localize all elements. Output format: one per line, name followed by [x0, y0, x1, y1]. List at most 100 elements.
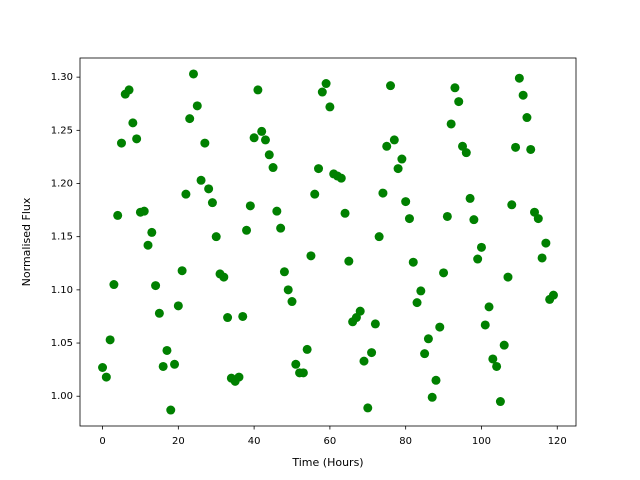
point — [314, 164, 324, 174]
point — [446, 119, 456, 129]
point — [98, 363, 108, 373]
point — [503, 272, 513, 282]
point — [219, 272, 229, 282]
point — [302, 344, 312, 354]
point — [367, 348, 377, 358]
point — [257, 126, 267, 136]
point — [139, 206, 149, 216]
point — [185, 114, 195, 124]
y-tick-label: 1.15 — [51, 232, 73, 243]
point — [404, 214, 414, 224]
point — [359, 356, 369, 366]
point — [397, 154, 407, 164]
point — [344, 256, 354, 266]
point — [234, 372, 244, 382]
point — [188, 69, 198, 79]
point — [454, 97, 464, 107]
y-tick-label: 1.30 — [51, 72, 73, 83]
point — [370, 319, 380, 329]
point — [340, 208, 350, 218]
point — [158, 361, 168, 371]
point — [435, 322, 445, 332]
point — [124, 85, 134, 95]
point — [151, 281, 161, 291]
point — [272, 206, 282, 216]
point — [317, 87, 327, 97]
point — [484, 302, 494, 312]
point — [204, 184, 214, 194]
point — [416, 286, 426, 296]
point — [287, 297, 297, 307]
point — [223, 313, 233, 323]
point — [336, 173, 346, 183]
point — [469, 215, 479, 225]
point — [132, 134, 142, 144]
point — [321, 79, 331, 89]
point — [298, 368, 308, 378]
point — [423, 334, 433, 344]
point — [442, 211, 452, 221]
point — [207, 198, 217, 208]
point — [389, 135, 399, 145]
point — [461, 148, 471, 158]
point — [541, 238, 551, 248]
point — [310, 189, 320, 199]
point — [401, 197, 411, 207]
point — [242, 225, 252, 235]
point — [147, 227, 157, 237]
point — [173, 301, 183, 311]
x-tick-label: 40 — [248, 436, 261, 447]
x-tick-label: 120 — [548, 436, 567, 447]
point — [495, 397, 505, 407]
point — [514, 73, 524, 83]
y-tick-label: 1.25 — [51, 125, 73, 136]
point — [522, 113, 532, 123]
point — [408, 257, 418, 267]
point — [533, 214, 543, 224]
point — [480, 320, 490, 330]
point — [386, 81, 396, 91]
point — [548, 290, 558, 300]
point — [109, 280, 119, 290]
point — [116, 138, 126, 148]
point — [192, 101, 202, 111]
point — [181, 189, 191, 199]
point — [465, 193, 475, 203]
point — [393, 164, 403, 174]
plot-frame — [79, 57, 577, 427]
point — [450, 83, 460, 93]
point — [511, 142, 521, 152]
point — [154, 308, 164, 318]
point — [526, 144, 536, 154]
y-tick-label: 1.00 — [51, 391, 73, 402]
point — [238, 311, 248, 321]
point — [177, 266, 187, 276]
point — [276, 223, 286, 233]
point — [113, 210, 123, 220]
point — [196, 175, 206, 185]
point — [101, 372, 111, 382]
point — [499, 340, 509, 350]
point — [306, 251, 316, 261]
point — [249, 133, 259, 143]
point — [128, 118, 138, 128]
point — [420, 349, 430, 359]
point — [291, 359, 301, 369]
y-tick-label: 1.20 — [51, 179, 73, 190]
x-tick-label: 100 — [472, 436, 491, 447]
point — [211, 232, 221, 242]
x-tick-label: 20 — [172, 436, 185, 447]
point — [325, 102, 335, 112]
point — [518, 90, 528, 100]
y-tick-label: 1.10 — [51, 285, 73, 296]
point — [439, 268, 449, 278]
x-tick-label: 80 — [399, 436, 412, 447]
point — [162, 345, 172, 355]
point — [245, 201, 255, 211]
point — [412, 298, 422, 308]
point — [473, 254, 483, 264]
point — [283, 285, 293, 295]
point — [253, 85, 263, 95]
